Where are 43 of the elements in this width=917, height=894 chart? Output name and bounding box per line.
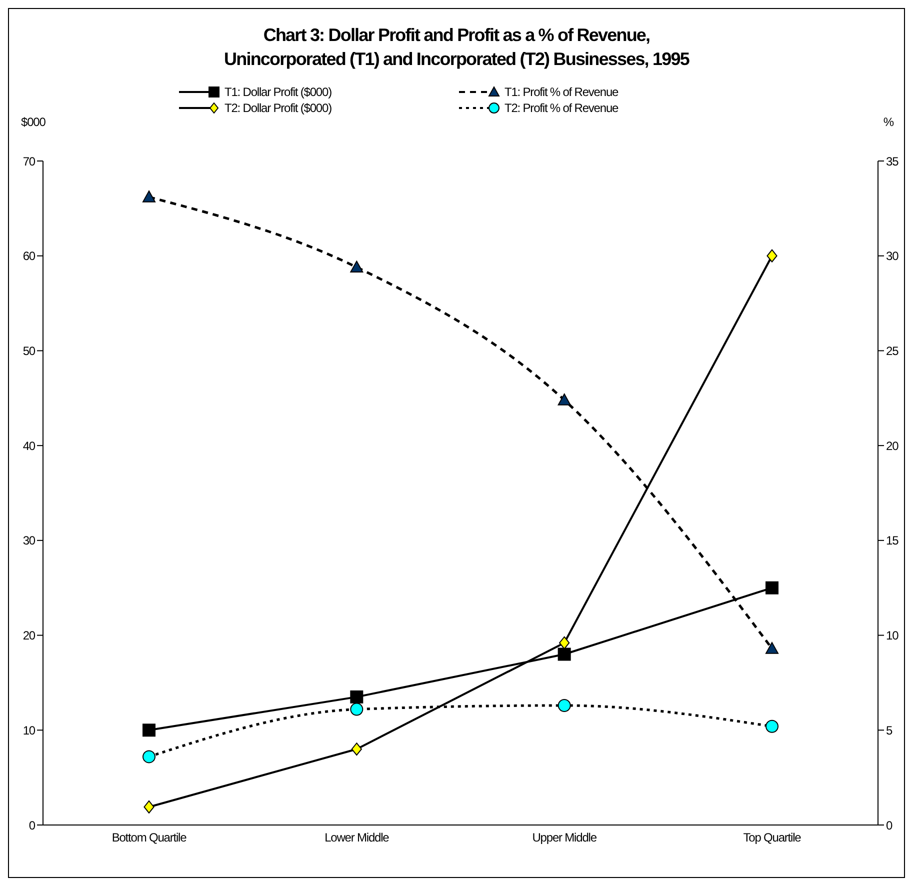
y-tick-label: 70 <box>22 154 36 168</box>
point <box>766 720 778 733</box>
point <box>559 636 570 650</box>
legend-label: T2: Profit % of Revenue <box>504 101 618 115</box>
x-tick-label: Upper Middle <box>532 830 598 845</box>
y2-tick-label: 20 <box>886 438 900 453</box>
point <box>142 724 156 737</box>
point <box>558 394 571 406</box>
point <box>766 249 778 262</box>
point <box>558 698 571 712</box>
point <box>766 642 778 654</box>
x-tick-label: Bottom Quartile <box>112 830 188 845</box>
y2-tick-label: 25 <box>886 344 900 358</box>
y2-tick-label: 0 <box>886 818 893 832</box>
point <box>350 260 364 273</box>
legend-label: T2: Dollar Profit ($000) <box>224 101 332 115</box>
y-tick-label: 0 <box>28 818 36 832</box>
y-tick-label: 50 <box>22 344 36 358</box>
x-tick-label: Top Quartile <box>743 830 802 845</box>
point <box>142 750 156 764</box>
y-tick-label: 20 <box>22 628 36 643</box>
point <box>351 742 362 756</box>
legend-label: T1: Profit % of Revenue <box>504 85 618 99</box>
point <box>144 800 154 814</box>
y-axis-title: $000 <box>21 115 46 129</box>
point <box>766 581 778 594</box>
point <box>350 690 364 704</box>
y2-axis-title: % <box>883 115 894 129</box>
point <box>558 648 571 661</box>
y2-tick-label: 5 <box>886 723 893 738</box>
x-tick-label: Lower Middle <box>324 830 390 845</box>
y2-tick-label: 35 <box>886 154 900 168</box>
y-tick-label: 60 <box>22 249 36 264</box>
chart-title: Chart 3: Dollar Profit and Profit as a % of Revenue, Unincorporated (T1) and Incorporated (T2) Businesses, 1995 <box>223 24 690 71</box>
y2-tick-label: 15 <box>886 534 900 548</box>
point <box>350 702 364 716</box>
y2-tick-label: 10 <box>886 628 900 643</box>
y-tick-label: 30 <box>22 534 36 548</box>
y-tick-label: 10 <box>22 723 36 738</box>
legend-label: T1: Dollar Profit ($000) <box>224 85 332 99</box>
point <box>142 190 156 202</box>
y-tick-label: 40 <box>22 438 36 453</box>
y2-tick-label: 30 <box>886 249 900 264</box>
